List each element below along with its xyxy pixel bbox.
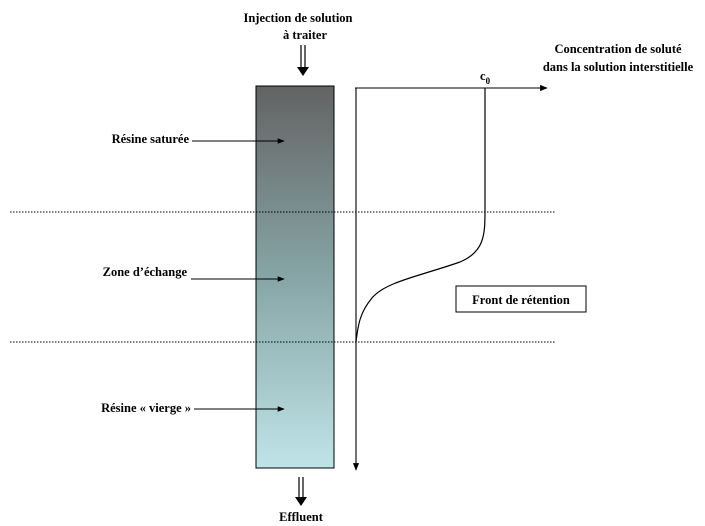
zone-label-exchange: Zone d’échange [103,265,188,279]
inlet-double-arrow [297,45,309,76]
resin-column [255,85,335,469]
retention-front-label: Front de rétention [472,293,570,307]
zone-label-saturated: Résine saturée [112,132,190,146]
effluent-label: Effluent [279,510,324,524]
axis-title-line1: Concentration de soluté [554,42,682,56]
c0-label: c0 [480,69,491,86]
c0-main: c [480,69,486,83]
zone-label-virgin: Résine « vierge » [101,401,191,415]
injection-label-line1: Injection de solution [243,11,352,25]
axis-title-line2: dans la solution interstitielle [543,60,694,74]
injection-label-line2: à traiter [283,28,328,42]
c0-subscript: 0 [486,76,491,86]
concentration-profile-curve [355,88,486,343]
outlet-double-arrow [295,477,307,506]
retention-front-box [455,285,587,313]
